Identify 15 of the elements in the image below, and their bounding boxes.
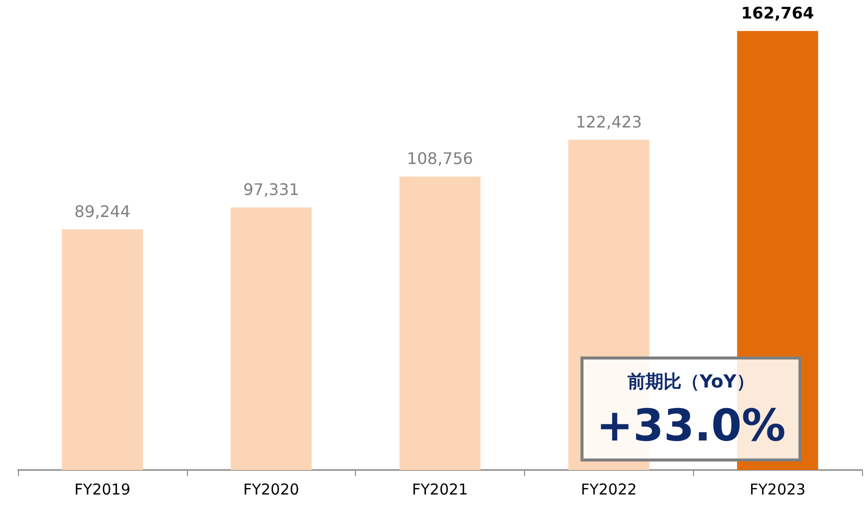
data-label: 89,244 — [74, 202, 130, 221]
x-tick-label: FY2020 — [243, 480, 300, 498]
bar — [62, 229, 143, 470]
data-label: 122,423 — [576, 112, 642, 132]
data-label: 108,756 — [406, 149, 474, 168]
data-label: 97,331 — [243, 180, 300, 199]
annotation: 前期比（YoY） — [626, 372, 754, 392]
x-tick-label: FY2023 — [750, 480, 806, 498]
x-tick-label: FY2022 — [580, 480, 637, 498]
bar — [399, 176, 481, 470]
x-tick-label: FY2021 — [412, 480, 468, 498]
annotation: +33.0% — [596, 400, 786, 452]
bar — [230, 207, 312, 470]
x-tick-label: FY2019 — [74, 480, 130, 498]
data-label: 162,764 — [741, 4, 814, 22]
